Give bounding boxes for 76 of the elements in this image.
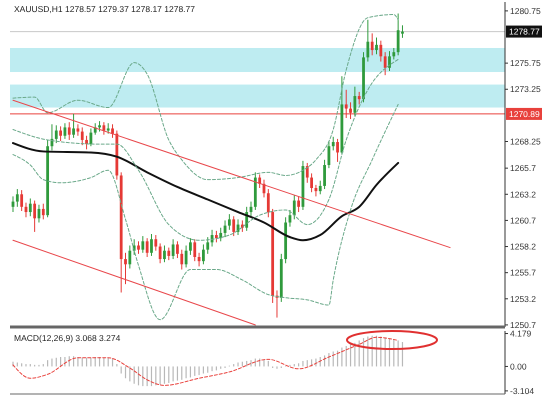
y-tick-label: 1275.75 <box>510 58 541 68</box>
candlestick <box>262 179 266 198</box>
y-tick-label: 0.00 <box>510 361 527 372</box>
y-tick-label: 4.179 <box>510 328 532 339</box>
candlestick <box>154 234 158 252</box>
y-tick-label: 1263.2 <box>510 189 536 200</box>
candlestick <box>310 172 313 193</box>
y-tick-label: 1265.7 <box>510 163 536 174</box>
candlestick <box>150 233 153 256</box>
candlestick <box>124 252 127 285</box>
y-tick-label: -3.104 <box>510 386 534 396</box>
candlestick <box>336 138 339 162</box>
candlestick <box>76 124 80 136</box>
candlestick <box>180 249 184 270</box>
candlestick <box>214 230 218 243</box>
candlestick <box>38 204 40 223</box>
line-series <box>12 142 400 242</box>
candlestick <box>189 238 192 256</box>
y-tick-label: 1253.2 <box>510 294 536 304</box>
y-tick-label: 1268.25 <box>510 136 541 146</box>
candlestick <box>198 252 200 267</box>
candlestick <box>370 32 374 56</box>
candlestick <box>297 196 300 213</box>
candlestick <box>128 244 132 269</box>
line-series <box>12 14 399 180</box>
y-tick-label: 1273.25 <box>510 84 541 94</box>
line-series <box>12 336 399 386</box>
candlestick <box>85 135 88 150</box>
candlestick <box>323 159 326 190</box>
candlestick <box>184 244 188 268</box>
candlestick <box>172 238 175 260</box>
y-tick-label: 1258.2 <box>510 242 536 252</box>
y-tick-label: 1260.7 <box>510 215 536 226</box>
candlestick <box>202 244 205 265</box>
candlestick <box>158 242 162 264</box>
candlestick <box>176 240 179 259</box>
candlestick <box>80 126 84 146</box>
candlestick <box>98 120 101 132</box>
chart-title: MACD(12,26,9) 3.068 3.274 <box>14 333 121 343</box>
candlestick <box>228 214 231 230</box>
y-tick-label: 1255.7 <box>510 268 536 278</box>
candlestick <box>250 201 252 217</box>
candlestick <box>111 124 114 138</box>
candlestick <box>366 19 370 62</box>
candlestick <box>89 128 92 147</box>
candlestick <box>314 184 318 197</box>
candlestick <box>59 126 62 142</box>
line-series <box>12 58 399 241</box>
candlestick <box>54 124 58 144</box>
candlestick <box>28 198 32 217</box>
candlestick <box>137 240 140 254</box>
ref-line-label: 1270.89 <box>509 108 540 119</box>
candlestick <box>33 200 36 232</box>
candlestick <box>50 124 54 151</box>
candlestick <box>392 47 396 60</box>
candlestick <box>210 229 214 248</box>
candlestick <box>72 113 75 138</box>
candlestick <box>167 247 170 261</box>
candlestick <box>224 220 226 238</box>
candlestick <box>24 202 28 218</box>
candlestick <box>12 196 14 213</box>
candlestick <box>288 209 292 228</box>
candlestick <box>236 218 240 236</box>
y-tick-label: 1280.75 <box>510 6 541 16</box>
chart-title: XAUUSD,H1 1278.57 1279.37 1278.17 1278.77 <box>14 4 196 14</box>
ref-line-label: 1278.77 <box>509 26 540 37</box>
candlestick <box>353 86 356 116</box>
candlestick <box>163 244 166 263</box>
candlestick <box>102 122 106 136</box>
candlestick <box>328 140 330 169</box>
line-series <box>12 104 399 320</box>
candlestick <box>64 122 66 140</box>
candlestick <box>375 37 378 55</box>
y-tick-label: 1250.7 <box>510 320 536 330</box>
candlestick <box>388 50 391 72</box>
candlestick <box>396 12 400 56</box>
